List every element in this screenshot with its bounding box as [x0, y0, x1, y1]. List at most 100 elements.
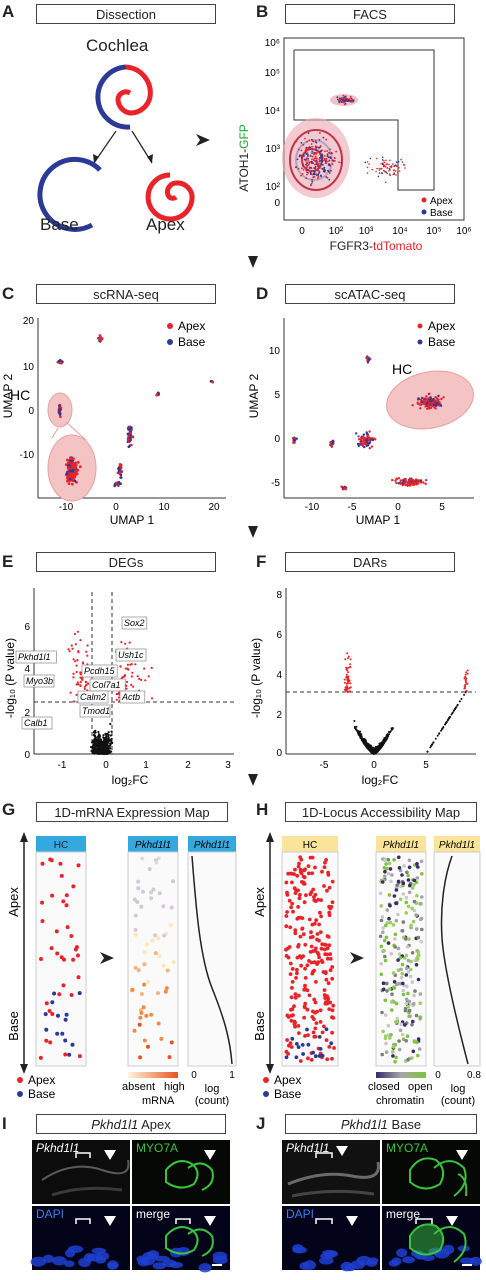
- scatter-dot: [312, 159, 315, 162]
- scatter-dot: [297, 1031, 301, 1035]
- scatter-dot: [395, 161, 398, 163]
- scatter-dot: [368, 749, 371, 752]
- scatter-dot: [415, 876, 420, 880]
- scatter-dot: [326, 150, 328, 152]
- scatter-dot: [136, 886, 141, 891]
- scatter-dot: [412, 1040, 417, 1044]
- scatter-dot: [344, 95, 347, 98]
- scatter-dot: [70, 644, 73, 647]
- scatter-dot: [292, 886, 297, 891]
- scatter-dot: [428, 407, 431, 410]
- scatter-dot: [63, 1052, 68, 1057]
- nucleus: [469, 1256, 482, 1266]
- scatter-dot: [55, 951, 60, 956]
- scatter-dot: [434, 399, 437, 402]
- scatter-dot: [328, 159, 331, 162]
- scatter-dot: [397, 477, 401, 480]
- scatter-dot: [293, 867, 297, 872]
- scatter-dot: [388, 169, 390, 172]
- scatter-dot: [319, 157, 322, 159]
- svg-text:-5: -5: [320, 760, 329, 771]
- scatter-dot: [412, 878, 417, 883]
- svg-text:-10: -10: [305, 502, 320, 513]
- nucleus: [107, 1260, 119, 1270]
- scatter-dot: [399, 1022, 404, 1027]
- scatter-dot: [441, 727, 444, 730]
- scatter-dot: [127, 434, 130, 438]
- scatter-dot: [383, 858, 387, 863]
- svg-text:MYO7A: MYO7A: [136, 1141, 178, 1155]
- scatter-dot: [306, 157, 308, 160]
- scatter-dot: [465, 689, 468, 692]
- scatter-dot: [388, 903, 392, 908]
- scatter-dot: [104, 750, 108, 753]
- svg-text:-10: -10: [20, 450, 35, 461]
- scatter-dot: [107, 731, 110, 734]
- scatter-dot: [305, 148, 308, 151]
- scatter-dot: [123, 674, 126, 678]
- scatter-dot: [104, 732, 107, 735]
- scatter-dot: [313, 153, 315, 156]
- scatter-dot: [147, 867, 152, 871]
- scatter-dot: [331, 163, 334, 166]
- scatter-dot: [294, 1042, 299, 1046]
- scatter-dot: [297, 861, 301, 866]
- scatter-dot: [384, 1041, 388, 1046]
- scatter-dot: [326, 154, 329, 157]
- scatter-dot: [48, 1040, 53, 1045]
- scatter-dot: [347, 666, 350, 669]
- scatter-dot: [105, 742, 108, 745]
- scatter-dot: [311, 138, 313, 141]
- scatter-dot: [302, 1015, 307, 1020]
- scatter-dot: [404, 167, 406, 169]
- scatter-dot: [366, 361, 370, 364]
- scatter-dot: [290, 980, 295, 984]
- scatter-dot: [325, 1057, 330, 1062]
- scatter-dot: [288, 1041, 293, 1046]
- scatter-dot: [300, 174, 302, 177]
- scatter-dot: [403, 937, 408, 941]
- scatter-dot: [460, 697, 463, 700]
- scatter-dot: [97, 730, 100, 734]
- scatter-dot: [344, 103, 346, 106]
- scatter-dot: [301, 1052, 305, 1056]
- panel-c-label: C: [2, 284, 15, 303]
- scatter-dot: [71, 647, 74, 650]
- scatter-dot: [389, 174, 391, 177]
- svg-text:Pkhd1l1: Pkhd1l1: [194, 840, 230, 851]
- scatter-dot: [367, 435, 370, 438]
- scatter-dot: [73, 632, 76, 636]
- scatter-dot: [286, 1051, 290, 1056]
- nucleus: [51, 1256, 67, 1266]
- scatter-dot: [387, 987, 392, 991]
- scatter-dot: [300, 154, 303, 157]
- scatter-dot: [331, 1003, 336, 1008]
- scatter-dot: [372, 748, 375, 751]
- scatter-dot: [416, 953, 421, 958]
- svg-text:6: 6: [276, 630, 282, 641]
- scatter-dot: [139, 904, 144, 909]
- scatter-dot: [291, 909, 295, 914]
- scatter-dot: [325, 995, 330, 1000]
- scatter-dot: [142, 1038, 147, 1043]
- scatter-dot: [75, 693, 78, 696]
- scatter-dot: [412, 1002, 416, 1006]
- scatter-dot: [323, 970, 328, 974]
- scatter-dot: [374, 747, 377, 750]
- svg-text:Apex: Apex: [6, 887, 21, 917]
- scatter-dot: [440, 729, 442, 732]
- scatter-dot: [79, 680, 82, 683]
- gene-label-box: [15, 650, 57, 664]
- svg-text:(count): (count): [195, 1095, 229, 1107]
- scatter-dot: [392, 894, 397, 898]
- scatter-dot: [324, 160, 327, 163]
- scatter-dot: [86, 644, 89, 647]
- scatter-dot: [115, 692, 118, 696]
- scatter-dot: [414, 963, 419, 967]
- scatter-dot: [321, 168, 324, 170]
- scatter-dot: [298, 148, 300, 151]
- scatter-dot: [288, 972, 293, 976]
- scatter-dot: [343, 688, 346, 691]
- scatter-dot: [322, 164, 324, 166]
- scatter-dot: [95, 751, 98, 754]
